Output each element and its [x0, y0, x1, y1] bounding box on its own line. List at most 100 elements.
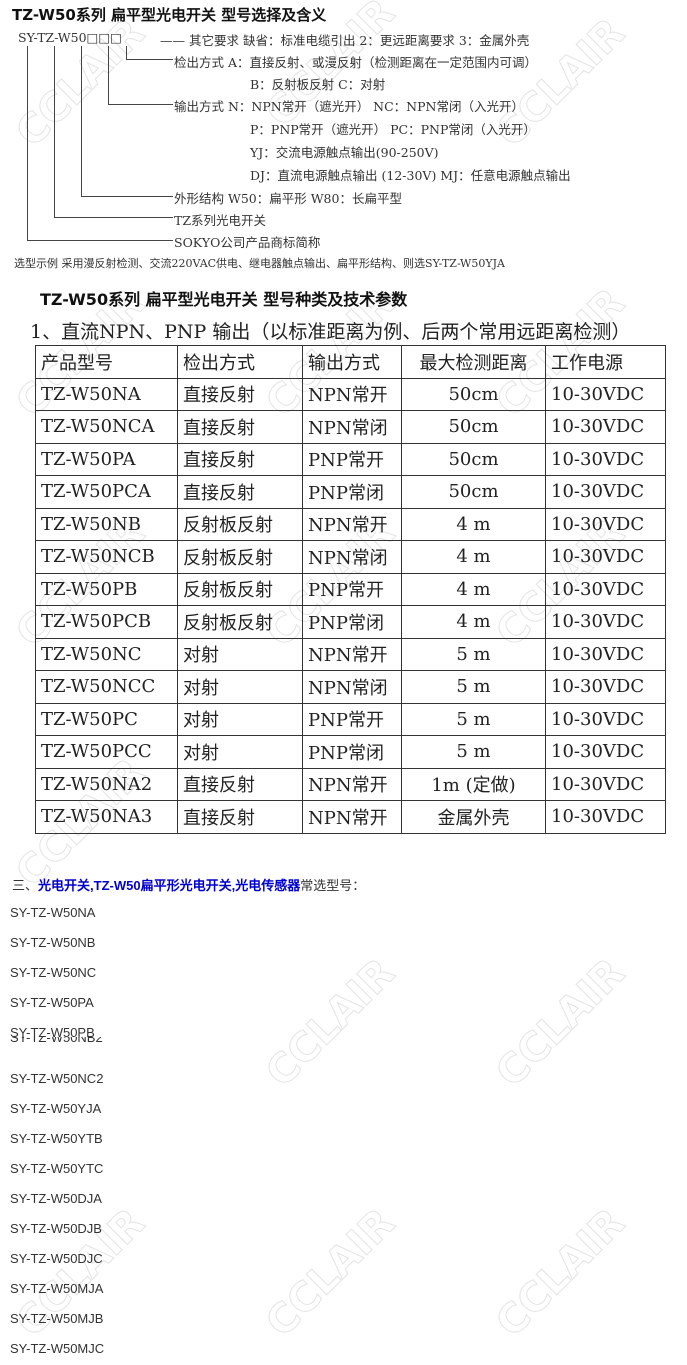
table-cell: 对射	[177, 670, 303, 704]
model-item: SY-TZ-W50MJC	[10, 1341, 105, 1356]
diagram-line	[81, 46, 82, 197]
table-cell: TZ-W50NCA	[35, 410, 178, 444]
diagram-text: 外形结构 W50：扁平形 W80：长扁平型	[174, 191, 402, 206]
section3-heading: 三、光电开关,TZ-W50扁平形光电开关,光电传感器常选型号：	[12, 875, 365, 894]
table-cell: TZ-W50NA	[35, 377, 178, 411]
table-cell: PNP常开	[302, 572, 402, 606]
diagram-line	[54, 46, 55, 218]
model-item: SY-TZ-W50NC2	[10, 1071, 104, 1086]
table-cell: NPN常开	[302, 637, 402, 671]
diagram-text: 检出方式 A：直接反射、或漫反射（检测距离在一定范围内可调）	[174, 55, 538, 70]
model-item: SY-TZ-W50PB	[10, 1025, 95, 1040]
column-header: 工作电源	[545, 345, 666, 379]
table-cell: 4 m	[401, 540, 546, 574]
table-cell: 10-30VDC	[545, 800, 666, 834]
table-cell: 1m (定做)	[401, 767, 546, 801]
table-cell: TZ-W50PC	[35, 702, 178, 736]
column-header: 最大检测距离	[401, 345, 546, 379]
model-item: SY-TZ-W50NB2	[10, 1037, 103, 1045]
table-cell: 10-30VDC	[545, 377, 666, 411]
table-row: TZ-W50PB 反射板反射 PNP常开 4 m 10-30VDC	[35, 572, 666, 606]
table-cell: NPN常开	[302, 507, 402, 541]
diagram-line	[81, 196, 173, 197]
section3-suffix: 常选型号：	[300, 878, 366, 893]
table-cell: 5 m	[401, 637, 546, 671]
table-cell: NPN常闭	[302, 670, 402, 704]
table-cell: PNP常闭	[302, 605, 402, 639]
table-cell: 直接反射	[177, 377, 303, 411]
table-cell: 10-30VDC	[545, 410, 666, 444]
model-item: SY-TZ-W50YJA	[10, 1101, 102, 1116]
table-cell: 4 m	[401, 572, 546, 606]
section3-prefix: 三、	[12, 878, 39, 893]
model-item: SY-TZ-W50MJA	[10, 1281, 104, 1296]
table-row: TZ-W50NB 反射板反射 NPN常开 4 m 10-30VDC	[35, 507, 666, 541]
table-cell: 10-30VDC	[545, 637, 666, 671]
table-cell: 反射板反射	[177, 572, 303, 606]
table-cell: NPN常闭	[302, 410, 402, 444]
column-header: 输出方式	[302, 345, 402, 379]
model-item: SY-TZ-W50DJA	[10, 1191, 102, 1206]
table-cell: 10-30VDC	[545, 572, 666, 606]
watermark: CCLAIR	[257, 949, 404, 1097]
table-cell: 10-30VDC	[545, 767, 666, 801]
table-row: TZ-W50PCC 对射 PNP常闭 5 m 10-30VDC	[35, 735, 666, 769]
table-cell: PNP常闭	[302, 475, 402, 509]
table-cell: 50cm	[401, 442, 546, 476]
diagram-text: P：PNP常开（遮光开） PC：PNP常闭（入光开）	[250, 122, 536, 137]
model-item: SY-TZ-W50NC	[10, 965, 97, 980]
link-tz-w50[interactable]: TZ-W50扁平形光电开关	[93, 878, 232, 893]
table-cell: TZ-W50NA3	[35, 800, 178, 834]
model-code: SY-TZ-W50□□□	[18, 30, 122, 45]
table-cell: NPN常开	[302, 767, 402, 801]
diagram-line	[27, 240, 173, 241]
table-cell: PNP常开	[302, 702, 402, 736]
table-row: TZ-W50PCB 反射板反射 PNP常闭 4 m 10-30VDC	[35, 605, 666, 639]
table-cell: 直接反射	[177, 767, 303, 801]
table-cell: 对射	[177, 637, 303, 671]
table-row: TZ-W50NA2 直接反射 NPN常开 1m (定做) 10-30VDC	[35, 767, 666, 801]
table-cell: PNP常开	[302, 442, 402, 476]
diagram-text: —— 其它要求 缺省：标准电缆引出 2：更远距离要求 3：金属外壳	[160, 33, 530, 48]
table-cell: 10-30VDC	[545, 702, 666, 736]
separator: ,	[90, 878, 94, 893]
table-cell: TZ-W50PB	[35, 572, 178, 606]
diagram-line	[108, 104, 173, 105]
table-cell: 50cm	[401, 410, 546, 444]
page-title: TZ-W50系列 扁平型光电开关 型号选择及含义	[12, 6, 327, 24]
table-row: TZ-W50NCB 反射板反射 NPN常闭 4 m 10-30VDC	[35, 540, 666, 574]
table-cell: 10-30VDC	[545, 670, 666, 704]
table-cell: 直接反射	[177, 410, 303, 444]
diagram-line	[27, 46, 28, 241]
table-cell: TZ-W50NCC	[35, 670, 178, 704]
link-photoelectric-switch[interactable]: 光电开关	[38, 878, 91, 893]
table-row: TZ-W50NCC 对射 NPN常闭 5 m 10-30VDC	[35, 670, 666, 704]
diagram-line	[126, 59, 173, 60]
table-row: TZ-W50NCA 直接反射 NPN常闭 50cm 10-30VDC	[35, 410, 666, 444]
table-cell: 4 m	[401, 605, 546, 639]
selection-example: 选型示例 采用漫反射检测、交流220VAC供电、继电器触点输出、扁平形结构、则选…	[14, 257, 505, 270]
table-cell: TZ-W50NB	[35, 507, 178, 541]
table-cell: TZ-W50PCA	[35, 475, 178, 509]
table-cell: TZ-W50PCB	[35, 605, 178, 639]
separator: ,	[231, 878, 236, 893]
table-cell: 10-30VDC	[545, 507, 666, 541]
table-cell: NPN常闭	[302, 540, 402, 574]
table-cell: 对射	[177, 735, 303, 769]
section-subtitle: 1、直流NPN、PNP 输出（以标准距离为例、后两个常用远距离检测）	[30, 321, 631, 343]
table-row: TZ-W50PA 直接反射 PNP常开 50cm 10-30VDC	[35, 442, 666, 476]
table-header-row: 产品型号 检出方式 输出方式 最大检测距离 工作电源	[35, 345, 666, 379]
table-cell: TZ-W50NCB	[35, 540, 178, 574]
table-cell: 金属外壳	[401, 800, 546, 834]
table-cell: TZ-W50NC	[35, 637, 178, 671]
watermark: CCLAIR	[487, 949, 634, 1097]
table-cell: 5 m	[401, 670, 546, 704]
diagram-text: DJ：直流电源触点输出 (12-30V) MJ：任意电源触点输出	[250, 168, 571, 183]
table-cell: 10-30VDC	[545, 475, 666, 509]
model-item: SY-TZ-W50DJC	[10, 1251, 103, 1266]
section-title: TZ-W50系列 扁平型光电开关 型号种类及技术参数	[40, 290, 408, 309]
diagram-line	[108, 46, 109, 105]
link-photoelectric-sensor[interactable]: 光电传感器	[235, 878, 301, 893]
diagram-text: SOKYO公司产品商标简称	[174, 235, 321, 250]
